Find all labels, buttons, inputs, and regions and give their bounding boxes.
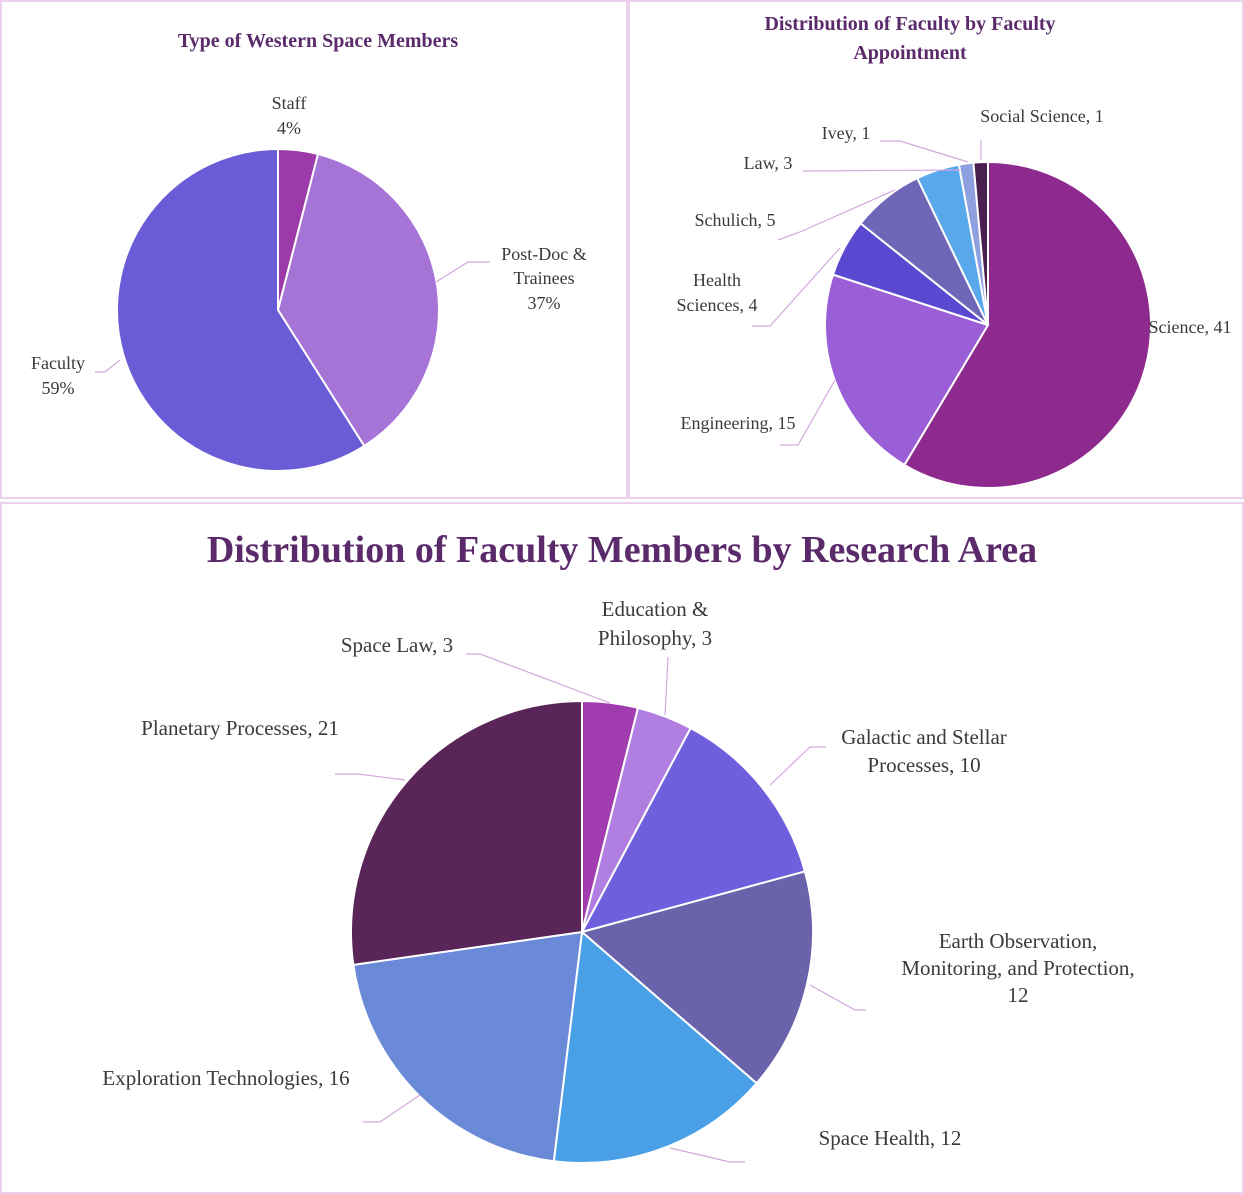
pie-slice: [352, 930, 584, 1163]
text-line: 4%: [277, 118, 301, 138]
text-line: Earth Observation,: [939, 929, 1098, 953]
text-line: Processes, 10: [867, 753, 980, 777]
text-line: Philosophy, 3: [598, 626, 712, 650]
leader-line: [780, 379, 836, 446]
text-line: Faculty: [31, 353, 85, 373]
pie-slice: [580, 726, 807, 934]
data-label: Space Law, 3: [341, 633, 453, 657]
text-line: Ivey, 1: [822, 123, 871, 143]
text-line: Sciences, 4: [677, 295, 758, 315]
leader-line: [802, 169, 961, 172]
leader-line: [664, 656, 669, 716]
text-line: Education &: [602, 597, 709, 621]
text-line: Science, 41: [1149, 317, 1232, 337]
data-label: 4%: [277, 118, 301, 138]
pie-slice: [824, 273, 990, 467]
text-line: 37%: [528, 293, 561, 313]
text-line: Space Health, 12: [819, 1126, 962, 1150]
panel: [0, 0, 628, 499]
text-line: Schulich, 5: [695, 210, 776, 230]
text-line: Health: [693, 270, 741, 290]
data-label: Space Health, 12: [819, 1126, 962, 1150]
leader-line: [435, 261, 490, 283]
pie-slice: [579, 870, 814, 1085]
leader-line: [466, 653, 611, 704]
text-line: Post-Doc &: [501, 244, 587, 264]
data-label: Galactic and Stellar Processes, 10: [841, 725, 1007, 777]
text-line: Space Law, 3: [341, 633, 453, 657]
chart-title: Distribution of Faculty Members by Resea…: [207, 529, 1037, 571]
data-label: Engineering, 15: [681, 413, 796, 433]
text-line: 59%: [42, 378, 75, 398]
pie-slice: [903, 160, 1152, 489]
data-label: Planetary Processes, 21: [141, 716, 339, 740]
data-label: Education & Philosophy, 3: [598, 597, 712, 650]
leader-line: [769, 746, 826, 786]
text-line: Exploration Technologies, 16: [102, 1066, 349, 1090]
text-line: Law, 3: [744, 153, 793, 173]
leader-line: [363, 1094, 421, 1123]
pie-slice: [972, 160, 989, 326]
text-line: Engineering, 15: [681, 413, 796, 433]
text-line: Staff: [272, 93, 307, 113]
data-label: Schulich, 5: [695, 210, 776, 230]
category-label: Staff: [272, 93, 307, 113]
text-line: 12: [1008, 983, 1029, 1007]
data-label: Exploration Technologies, 16: [102, 1066, 349, 1090]
leader-line: [669, 1147, 745, 1163]
text-line: Distribution of Faculty by Faculty: [764, 13, 1055, 35]
pie-slice: [350, 699, 583, 967]
panel: [628, 0, 1244, 499]
leader-line: [880, 140, 969, 163]
leader-line: [335, 773, 406, 781]
text-line: Planetary Processes, 21: [141, 716, 339, 740]
data-label: Health Sciences, 4: [677, 270, 758, 315]
leader-line: [777, 189, 896, 241]
category-label: Faculty: [31, 353, 85, 373]
data-label: 59%: [42, 378, 75, 398]
leader-line: [752, 247, 841, 327]
data-label: Law, 3: [744, 153, 793, 173]
text-line: Distribution of Faculty Members by Resea…: [207, 529, 1037, 571]
data-label: Social Science, 1: [980, 106, 1103, 126]
text-line: Appointment: [853, 42, 967, 64]
text-line: Galactic and Stellar: [841, 725, 1007, 749]
text-line: Monitoring, and Protection,: [901, 956, 1134, 980]
data-label: Science, 41: [1149, 317, 1232, 337]
data-label: Earth Observation, Monitoring, and Protec…: [901, 929, 1134, 1007]
data-label: 37%: [528, 293, 561, 313]
data-label: Ivey, 1: [822, 123, 871, 143]
category-label: Post-Doc & Trainees: [501, 244, 587, 288]
panel: [0, 502, 1244, 1194]
text-line: Trainees: [513, 268, 574, 288]
leader-line: [809, 984, 866, 1011]
pie-slice: [116, 147, 366, 472]
chart-title: Distribution of Faculty by Faculty Appoin…: [764, 13, 1055, 64]
text-line: Social Science, 1: [980, 106, 1103, 126]
chart-title: Type of Western Space Members: [178, 30, 459, 52]
text-line: Type of Western Space Members: [178, 30, 459, 52]
leader-line: [95, 359, 121, 373]
pie-slice: [552, 930, 758, 1164]
